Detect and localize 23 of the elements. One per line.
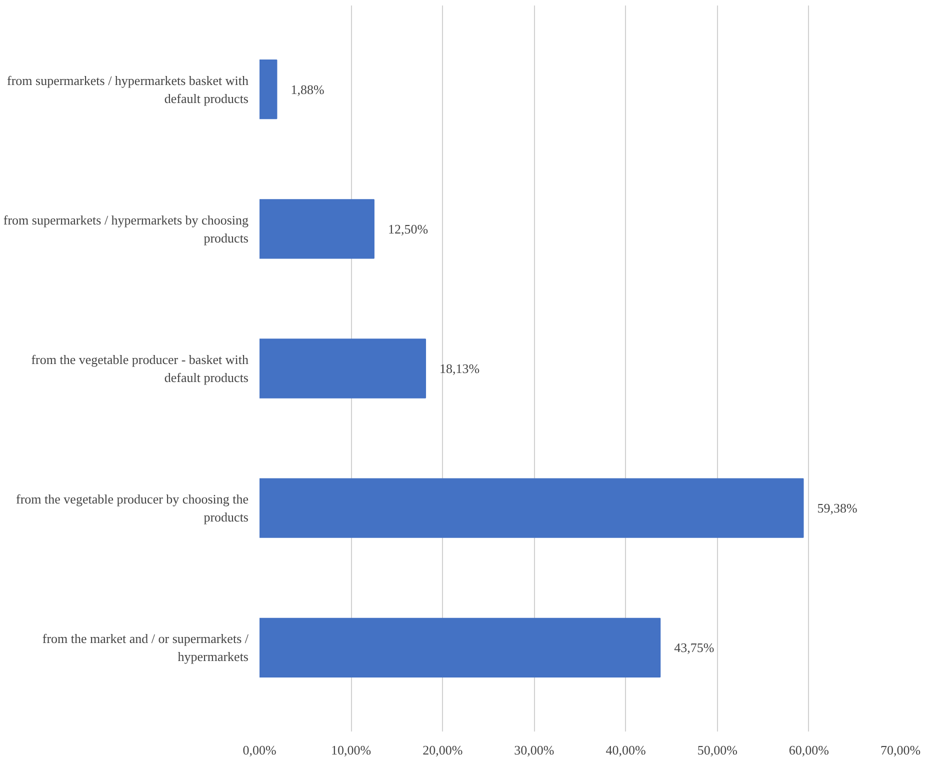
bar (260, 338, 426, 398)
x-tick-label: 50,00% (697, 742, 738, 758)
data-label: 1,88% (290, 82, 324, 97)
x-tick-label: 10,00% (331, 742, 372, 758)
y-tick-label: from the vegetable producer - basket with default products (31, 352, 249, 385)
x-tick-label: 30,00% (514, 742, 554, 758)
x-tick-label: 0,00% (242, 742, 276, 758)
x-tick-label: 40,00% (606, 742, 646, 758)
data-label: 43,75% (674, 640, 714, 656)
y-tick-label: from supermarkets / hypermarkets basket with default products (6, 72, 249, 106)
bar (260, 199, 374, 259)
bar (260, 59, 278, 120)
x-tick-label: 20,00% (422, 742, 463, 758)
x-tick-label: 60,00% (788, 742, 830, 758)
y-tick-label: from supermarkets / hypermarkets by choosing products (3, 212, 249, 246)
bar (260, 618, 661, 678)
data-label: 12,50% (388, 221, 428, 236)
y-tick-label: from the vegetable producer by choosing the products (16, 492, 249, 525)
data-label: 18,13% (440, 361, 480, 376)
bar (260, 478, 804, 538)
x-tick-label: 70,00% (880, 742, 921, 758)
y-tick-label: from the market and / or supermarkets / hypermarkets (42, 631, 249, 664)
data-label: 59,38% (817, 500, 858, 516)
